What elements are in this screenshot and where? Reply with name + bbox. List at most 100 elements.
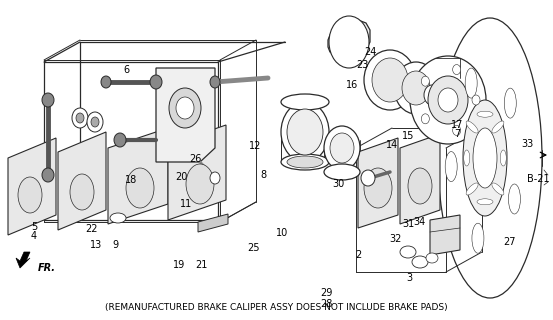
Text: 27: 27: [504, 237, 517, 247]
Text: 5: 5: [31, 222, 37, 232]
Text: 26: 26: [189, 154, 201, 164]
Ellipse shape: [42, 168, 54, 182]
Text: 24: 24: [364, 47, 376, 57]
Text: 30: 30: [332, 179, 344, 189]
Ellipse shape: [500, 150, 506, 166]
Text: 13: 13: [90, 240, 102, 250]
Text: 19: 19: [173, 260, 185, 270]
Ellipse shape: [101, 76, 111, 88]
Ellipse shape: [91, 117, 99, 127]
Ellipse shape: [428, 76, 468, 124]
Ellipse shape: [110, 213, 126, 223]
Text: 22: 22: [85, 224, 97, 234]
Ellipse shape: [210, 172, 220, 184]
Ellipse shape: [87, 112, 103, 132]
Polygon shape: [108, 128, 168, 224]
Ellipse shape: [361, 170, 375, 186]
Ellipse shape: [364, 168, 392, 208]
Ellipse shape: [281, 102, 329, 162]
Ellipse shape: [465, 68, 477, 98]
Ellipse shape: [421, 114, 429, 124]
Text: 16: 16: [346, 80, 358, 90]
Text: 10: 10: [276, 228, 288, 238]
Ellipse shape: [330, 133, 354, 163]
Text: 17: 17: [451, 120, 463, 130]
Ellipse shape: [364, 50, 416, 110]
Ellipse shape: [412, 256, 428, 268]
Text: 28: 28: [320, 299, 332, 309]
Text: 34: 34: [413, 217, 425, 227]
Ellipse shape: [492, 121, 504, 133]
Ellipse shape: [287, 156, 323, 168]
Text: (REMANUFACTURED BRAKE CALIPER ASSY DOES NOT INCLUDE BRAKE PADS): (REMANUFACTURED BRAKE CALIPER ASSY DOES …: [105, 303, 448, 312]
Ellipse shape: [508, 184, 520, 214]
Ellipse shape: [176, 97, 194, 119]
Ellipse shape: [114, 133, 126, 147]
Ellipse shape: [466, 121, 478, 133]
Ellipse shape: [453, 125, 461, 135]
Ellipse shape: [492, 183, 504, 195]
Ellipse shape: [463, 100, 507, 216]
Text: 12: 12: [249, 141, 261, 151]
Ellipse shape: [426, 253, 438, 263]
Ellipse shape: [281, 94, 329, 110]
Polygon shape: [198, 214, 228, 232]
Ellipse shape: [473, 128, 497, 188]
Ellipse shape: [466, 183, 478, 195]
Ellipse shape: [477, 111, 493, 117]
Text: 25: 25: [248, 243, 260, 253]
Ellipse shape: [329, 16, 369, 68]
Ellipse shape: [394, 62, 438, 114]
Text: 32: 32: [389, 234, 401, 244]
Ellipse shape: [410, 56, 486, 144]
Ellipse shape: [372, 58, 408, 102]
Ellipse shape: [324, 126, 360, 170]
Polygon shape: [400, 134, 440, 224]
Ellipse shape: [70, 174, 94, 210]
Text: 18: 18: [125, 175, 137, 185]
Text: 20: 20: [175, 172, 187, 182]
Text: 3: 3: [406, 273, 412, 283]
Text: 21: 21: [195, 260, 207, 270]
Ellipse shape: [472, 223, 484, 253]
Ellipse shape: [477, 199, 493, 205]
Ellipse shape: [424, 85, 440, 105]
Polygon shape: [16, 252, 30, 268]
Ellipse shape: [438, 18, 542, 298]
Polygon shape: [156, 68, 215, 162]
Text: 31: 31: [402, 219, 414, 229]
Ellipse shape: [464, 150, 469, 166]
Ellipse shape: [72, 108, 88, 128]
Text: 11: 11: [180, 199, 192, 209]
Text: B-21: B-21: [526, 174, 549, 184]
Ellipse shape: [186, 164, 214, 204]
Ellipse shape: [287, 109, 323, 155]
Text: FR.: FR.: [38, 263, 56, 273]
Ellipse shape: [210, 76, 220, 88]
Polygon shape: [328, 20, 370, 60]
Ellipse shape: [472, 95, 480, 105]
Text: 7: 7: [454, 129, 460, 139]
Ellipse shape: [281, 154, 329, 170]
Ellipse shape: [504, 88, 517, 118]
Ellipse shape: [76, 113, 84, 123]
Ellipse shape: [150, 75, 162, 89]
Ellipse shape: [42, 93, 54, 107]
Text: 23: 23: [356, 60, 368, 70]
Text: 15: 15: [402, 131, 414, 141]
Ellipse shape: [438, 88, 458, 112]
Polygon shape: [8, 138, 56, 235]
Ellipse shape: [400, 246, 416, 258]
Ellipse shape: [18, 177, 42, 213]
Ellipse shape: [421, 76, 429, 86]
Polygon shape: [358, 138, 398, 228]
Text: 6: 6: [123, 65, 129, 75]
Text: 2: 2: [355, 250, 361, 260]
Ellipse shape: [453, 65, 461, 75]
Text: 29: 29: [320, 288, 332, 298]
Ellipse shape: [126, 168, 154, 208]
Polygon shape: [168, 125, 226, 220]
Text: 8: 8: [260, 170, 266, 180]
Polygon shape: [430, 215, 460, 255]
Ellipse shape: [402, 71, 430, 105]
